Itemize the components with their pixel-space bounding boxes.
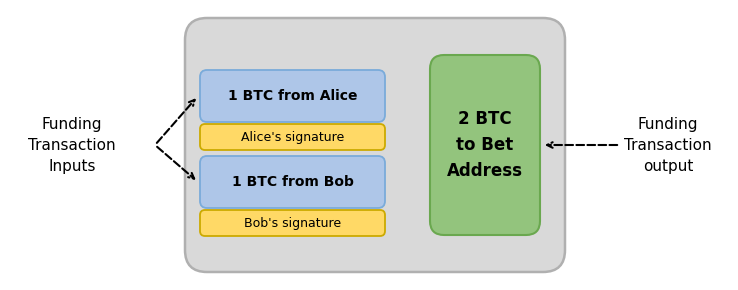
Text: Alice's signature: Alice's signature	[241, 130, 344, 144]
FancyBboxPatch shape	[200, 156, 385, 208]
Text: 2 BTC
to Bet
Address: 2 BTC to Bet Address	[447, 110, 523, 180]
Text: Bob's signature: Bob's signature	[244, 217, 341, 229]
FancyBboxPatch shape	[200, 210, 385, 236]
Text: 1 BTC from Alice: 1 BTC from Alice	[228, 89, 357, 103]
FancyBboxPatch shape	[185, 18, 565, 272]
FancyBboxPatch shape	[200, 70, 385, 122]
Text: Funding
Transaction
Inputs: Funding Transaction Inputs	[28, 117, 116, 173]
Text: Funding
Transaction
output: Funding Transaction output	[624, 117, 712, 173]
Text: 1 BTC from Bob: 1 BTC from Bob	[232, 175, 354, 189]
FancyBboxPatch shape	[430, 55, 540, 235]
FancyBboxPatch shape	[200, 124, 385, 150]
